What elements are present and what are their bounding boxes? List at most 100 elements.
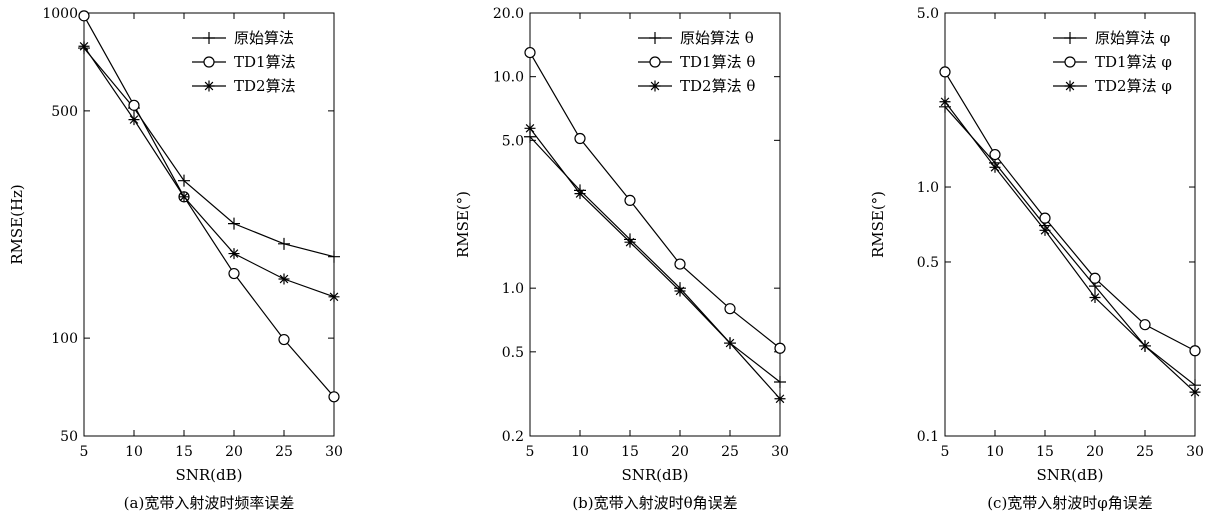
x-tick-label: 15 [1036, 444, 1054, 460]
chart-caption: (c)宽带入射波时φ角误差 [987, 494, 1153, 512]
series-star [939, 96, 1201, 398]
legend: 原始算法 θ TD1算法 θ TD2算法 θ [638, 29, 755, 95]
star-marker [278, 273, 290, 285]
circle-marker [278, 333, 290, 346]
series-plus [939, 100, 1201, 392]
star-marker [78, 40, 90, 52]
series-circle [939, 66, 1201, 357]
x-tick-label: 20 [225, 444, 243, 460]
y-tick-label: 50 [60, 429, 78, 445]
series-line [944, 71, 1196, 352]
star-marker [228, 248, 240, 260]
series-line [529, 127, 781, 400]
x-axis-label: SNR(dB) [621, 466, 688, 484]
circle-marker [774, 342, 786, 354]
x-tick-label: 25 [721, 444, 739, 460]
plus-marker [649, 32, 661, 44]
circle-marker [1064, 56, 1076, 68]
y-tick-label: 100 [51, 331, 78, 347]
x-tick-label: 15 [175, 444, 193, 460]
series-star [524, 122, 786, 405]
star-marker [624, 236, 636, 248]
legend-label: TD1算法 φ [1095, 53, 1172, 71]
legend-label: TD2算法 [234, 77, 296, 95]
circle-marker [1039, 212, 1051, 224]
legend: 原始算法 φ TD1算法 φ TD2算法 φ [1053, 29, 1172, 95]
y-axis-label: RMSE(°) [454, 191, 472, 258]
x-tick-label: 20 [671, 444, 689, 460]
circle-marker [1139, 319, 1151, 331]
star-marker [1064, 80, 1076, 92]
legend-entry: 原始算法 [192, 29, 294, 47]
plot-frame [944, 12, 1196, 437]
series-line [83, 47, 335, 258]
series-star [78, 40, 340, 303]
plot-frame [529, 12, 781, 437]
x-tick-label: 20 [1086, 444, 1104, 460]
series-line [83, 45, 335, 298]
y-tick-label: 1000 [42, 6, 78, 22]
star-marker [178, 191, 190, 203]
circle-marker [228, 267, 240, 280]
star-marker [524, 122, 536, 134]
x-tick-label: 5 [941, 444, 950, 460]
star-marker [1139, 340, 1151, 352]
y-tick-label: 5.0 [917, 6, 939, 22]
legend-entry: TD2算法 [192, 77, 296, 95]
circle-marker [649, 56, 661, 68]
circle-marker [1189, 345, 1201, 357]
legend-label: 原始算法 [234, 29, 294, 47]
series-line [529, 136, 781, 383]
star-marker [674, 285, 686, 297]
x-tick-label: 5 [526, 444, 535, 460]
star-marker [1189, 386, 1201, 398]
y-tick-label: 0.5 [502, 345, 524, 361]
legend-entry: 原始算法 φ [1053, 29, 1170, 47]
legend-label: 原始算法 θ [680, 29, 754, 47]
series-circle [78, 10, 340, 403]
plus-marker [178, 174, 190, 187]
circle-marker [939, 66, 951, 78]
y-tick-label: 0.1 [917, 429, 939, 445]
star-marker [939, 96, 951, 108]
plot-frame [83, 12, 335, 437]
series-line [944, 106, 1196, 386]
series-line [944, 101, 1196, 393]
star-marker [649, 80, 661, 92]
legend-label: TD2算法 θ [680, 77, 755, 95]
star-marker [989, 161, 1001, 173]
x-tick-label: 30 [771, 444, 789, 460]
chart-caption: (a)宽带入射波时频率误差 [124, 494, 295, 512]
star-marker [203, 80, 215, 92]
star-marker [724, 337, 736, 349]
x-axis-label: SNR(dB) [1036, 466, 1103, 484]
circle-marker [328, 391, 340, 403]
y-tick-label: 1.0 [917, 180, 939, 196]
circle-marker [203, 56, 215, 68]
series-circle [524, 46, 786, 354]
x-tick-label: 10 [986, 444, 1004, 460]
y-tick-label: 1.0 [502, 281, 524, 297]
star-marker [574, 188, 586, 200]
x-tick-label: 30 [325, 444, 343, 460]
legend: 原始算法 TD1算法 TD2算法 [192, 29, 296, 95]
plus-marker [1064, 32, 1076, 44]
star-marker [1089, 291, 1101, 303]
circle-marker [574, 132, 586, 145]
star-marker [774, 393, 786, 405]
x-tick-label: 30 [1186, 444, 1204, 460]
circle-marker [674, 258, 686, 270]
plus-marker [328, 250, 340, 263]
series-line [83, 15, 335, 398]
plus-marker [774, 376, 786, 389]
x-tick-label: 10 [571, 444, 589, 460]
legend-label: TD1算法 θ [680, 53, 755, 71]
y-tick-label: 0.2 [502, 429, 524, 445]
chart-panel-3: 5 10 15 20 25 30 0.1 0.5 1.0 5.0 SNR(dB) RMSE(°) (c)… [869, 6, 1204, 512]
legend-label: 原始算法 φ [1095, 29, 1170, 47]
x-tick-label: 25 [275, 444, 293, 460]
legend-entry: TD1算法 φ [1053, 53, 1172, 71]
y-axis-label: RMSE(Hz) [8, 184, 26, 265]
legend-entry: TD1算法 [192, 53, 296, 71]
